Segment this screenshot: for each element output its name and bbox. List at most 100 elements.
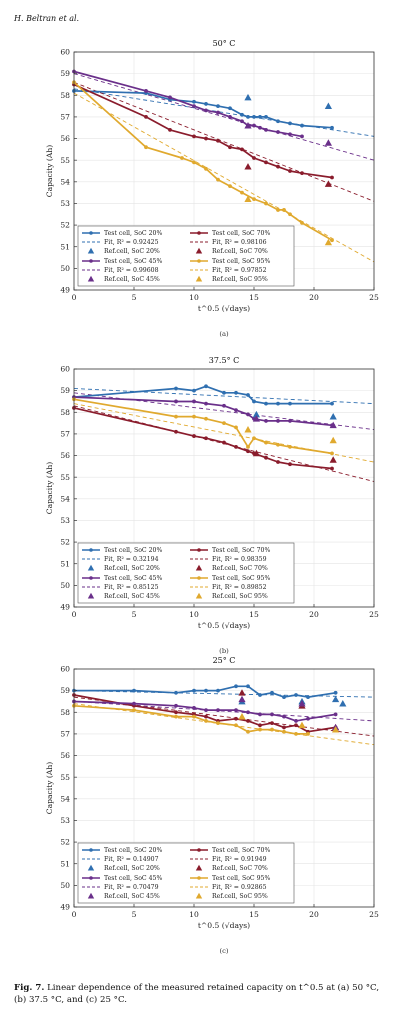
y-tick-label: 60 (60, 665, 70, 674)
chart-panel-c: 0 5 10 15 20 25 49 50 51 52 53 54 55 56 57 58 59 60 25° C C… (45, 656, 379, 955)
panel-label: (b) (219, 647, 229, 655)
data-point-soc20 (192, 688, 196, 693)
y-tick-label: 56 (60, 451, 70, 460)
ref-marker-soc45 (298, 700, 306, 707)
data-point-soc20 (264, 401, 268, 406)
y-tick-label: 54 (60, 177, 70, 186)
y-tick-label: 52 (60, 838, 70, 847)
x-tick-label: 15 (249, 910, 259, 919)
data-point-soc20 (288, 121, 292, 126)
ref-marker-soc45 (329, 421, 337, 429)
x-tick-label: 10 (189, 610, 199, 619)
legend-label-fit: Fit, R² = 0.92865 (212, 884, 267, 891)
caption-text: Linear dependence of the measured retain… (14, 983, 380, 1005)
legend-label-fit: Fit, R² = 0.85125 (104, 584, 159, 591)
legend-swatch-ref (195, 592, 203, 599)
data-point-soc20 (132, 688, 136, 693)
data-point-soc45 (234, 708, 238, 713)
legend-swatch-ref (195, 564, 203, 571)
chart-title: 25° C (213, 656, 236, 665)
x-tick-label: 0 (72, 610, 77, 619)
data-point-soc20 (246, 393, 250, 397)
data-point-soc95 (306, 732, 310, 736)
data-point-soc20 (240, 112, 244, 117)
legend-label-test: Test cell, SoC 95% (212, 875, 270, 882)
data-point-soc70 (288, 462, 292, 467)
data-point-soc95 (174, 714, 178, 719)
legend-swatch-ref (87, 564, 95, 571)
data-point-soc95 (276, 442, 280, 447)
data-point-soc95 (192, 714, 196, 719)
data-point-soc95 (216, 721, 220, 725)
data-point-soc95 (204, 166, 208, 171)
ref-marker-soc95 (332, 725, 340, 733)
data-point-soc20 (204, 688, 208, 693)
legend-label-ref: Ref.cell, SoC 95% (212, 593, 268, 600)
data-point-soc45 (306, 716, 310, 721)
data-point-soc45 (288, 132, 292, 137)
legend-swatch-ref (195, 247, 203, 254)
data-point-soc20 (264, 115, 268, 119)
ref-marker-soc70 (238, 689, 246, 696)
running-head: H. Beltran et al. (14, 14, 80, 23)
ref-marker-soc95 (324, 238, 332, 246)
data-point-soc95 (330, 238, 334, 243)
data-point-soc20 (216, 104, 220, 108)
data-point-soc45 (204, 401, 208, 406)
y-tick-label: 59 (60, 686, 70, 695)
x-tick-label: 5 (132, 610, 137, 619)
legend-label-fit: Fit, R² = 0.14907 (104, 856, 159, 863)
data-point-soc95 (282, 729, 286, 734)
data-point-soc95 (264, 440, 268, 445)
data-point-soc20 (282, 695, 286, 700)
data-point-soc20 (204, 102, 208, 106)
data-point-soc20 (270, 690, 274, 695)
y-tick-label: 56 (60, 134, 70, 143)
series-line-soc70 (73, 694, 336, 733)
legend-box (77, 225, 295, 287)
legend-label-fit: Fit, R² = 0.91949 (212, 856, 267, 863)
data-point-soc95 (174, 414, 178, 419)
legend-swatch-point (197, 848, 201, 852)
x-tick-label: 10 (189, 293, 199, 302)
legend-swatch-ref (87, 275, 95, 282)
y-tick-label: 60 (60, 365, 70, 374)
data-point-soc70 (216, 138, 220, 143)
data-point-soc45 (252, 123, 256, 128)
legend-swatch-ref (87, 892, 95, 899)
ref-marker-soc70 (244, 163, 252, 170)
y-tick-label: 56 (60, 751, 70, 760)
y-tick-label: 54 (60, 794, 70, 803)
chart-title: 50° C (213, 39, 236, 48)
data-point-soc20 (258, 115, 262, 119)
data-point-soc45 (270, 712, 274, 717)
data-point-soc45 (276, 419, 280, 423)
data-point-soc45 (288, 419, 292, 423)
data-point-soc95 (132, 708, 136, 713)
ref-marker-soc95 (238, 713, 246, 720)
data-point-soc70 (204, 136, 208, 141)
x-tick-label: 25 (369, 293, 379, 302)
x-tick-label: 20 (309, 910, 319, 919)
y-tick-label: 50 (60, 264, 70, 273)
y-tick-label: 54 (60, 494, 70, 503)
legend-label-test: Test cell, SoC 20% (104, 547, 162, 554)
data-point-soc95 (222, 421, 226, 425)
legend-label-ref: Ref.cell, SoC 20% (104, 865, 160, 872)
data-point-soc70 (252, 156, 256, 160)
y-tick-label: 53 (60, 816, 70, 825)
y-tick-label: 55 (60, 773, 70, 782)
y-axis-label: Capacity (Ah) (45, 762, 54, 815)
ref-marker-soc45 (252, 415, 260, 422)
axes-frame (73, 51, 375, 291)
legend-label-ref: Ref.cell, SoC 45% (104, 276, 160, 283)
legend-swatch-point (89, 876, 93, 880)
data-point-soc45 (204, 108, 208, 113)
data-point-soc20 (174, 386, 178, 391)
legend-swatch-ref (87, 864, 95, 871)
y-tick-label: 57 (60, 730, 70, 739)
legend-label-test: Test cell, SoC 45% (104, 258, 162, 265)
figure-caption: Fig. 7. Linear dependence of the measure… (14, 982, 392, 1006)
data-point-soc20 (300, 123, 304, 128)
caption-label: Fig. 7. (14, 983, 45, 993)
